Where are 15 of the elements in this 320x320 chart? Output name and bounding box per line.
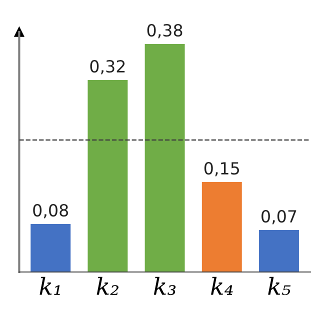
x-tick-label: k₃ <box>154 276 176 296</box>
data-label: 0,38 <box>147 24 182 38</box>
data-label: 0,08 <box>33 204 68 218</box>
bar <box>144 44 185 272</box>
bar <box>30 224 71 272</box>
bar <box>88 80 128 272</box>
data-label: 0,32 <box>90 60 125 74</box>
bar <box>202 182 242 272</box>
data-label: 0,15 <box>204 162 239 176</box>
x-tick-label: k₅ <box>268 276 291 296</box>
x-tick-label: k₂ <box>96 276 118 295</box>
x-tick-label: k₁ <box>40 276 60 295</box>
x-tick-label: k₄ <box>210 276 233 295</box>
bar <box>259 230 299 272</box>
data-label: 0,07 <box>262 210 296 224</box>
